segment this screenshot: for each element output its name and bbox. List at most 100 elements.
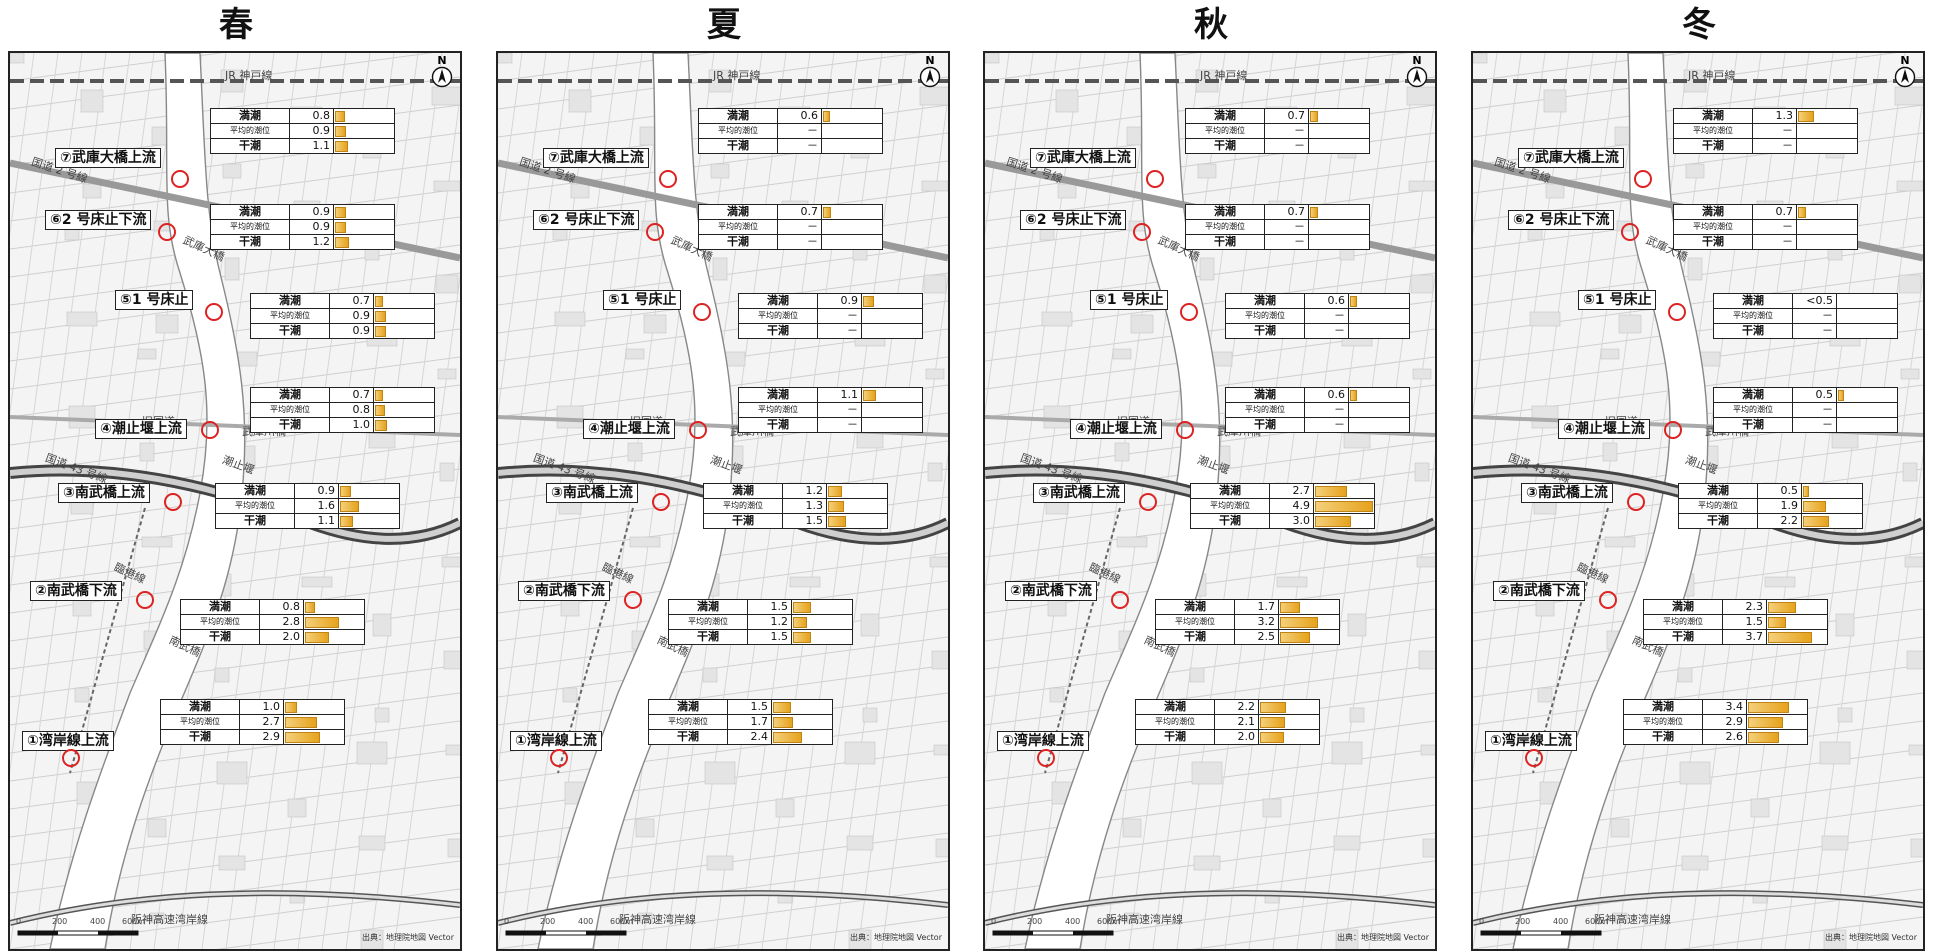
tide-value: 0.9 bbox=[329, 308, 374, 324]
tide-row: 干潮 1.5 bbox=[668, 629, 853, 645]
scale-tick: 600m bbox=[1097, 917, 1121, 926]
value-bar bbox=[1260, 731, 1284, 743]
sample-point-marker bbox=[62, 749, 80, 767]
site-label: ④潮止堰上流 bbox=[95, 419, 187, 439]
tide-label: 満潮 bbox=[648, 699, 728, 715]
sample-point-marker bbox=[1627, 493, 1645, 511]
scale-tick: 200 bbox=[1027, 917, 1043, 926]
tide-label: 平均的潮位 bbox=[1185, 123, 1265, 139]
tide-data-table: 満潮 0.7 平均的潮位－干潮－ bbox=[1185, 204, 1370, 250]
tide-value: 1.5 bbox=[1722, 614, 1767, 630]
tide-value: － bbox=[1792, 402, 1837, 418]
tide-label: 干潮 bbox=[1643, 629, 1723, 645]
tide-row: 満潮 1.7 bbox=[1155, 599, 1340, 615]
tide-row: 平均的潮位 0.8 bbox=[250, 402, 435, 418]
north-label: N bbox=[1412, 54, 1422, 67]
value-bar bbox=[1260, 701, 1287, 713]
scale-bar: 0 200 400 600m bbox=[991, 917, 1121, 943]
sample-point-marker bbox=[646, 223, 664, 241]
value-bar bbox=[1798, 110, 1814, 122]
tide-label: 干潮 bbox=[250, 323, 330, 339]
value-bar bbox=[1350, 389, 1358, 401]
tide-label: 平均的潮位 bbox=[698, 123, 778, 139]
tide-row: 満潮 1.3 bbox=[1673, 108, 1858, 124]
north-label: N bbox=[925, 54, 935, 67]
bar-cell bbox=[283, 729, 345, 745]
tide-row: 満潮 0.7 bbox=[250, 387, 435, 403]
tide-label: 満潮 bbox=[250, 387, 330, 403]
tide-row: 平均的潮位 2.1 bbox=[1135, 714, 1320, 730]
tide-value: 3.2 bbox=[1234, 614, 1279, 630]
value-bar bbox=[335, 236, 350, 248]
tide-data-table: 満潮 0.6 平均的潮位－干潮－ bbox=[698, 108, 883, 154]
tide-label: 平均的潮位 bbox=[1623, 714, 1703, 730]
scale-tick: 600m bbox=[610, 917, 634, 926]
bar-cell bbox=[771, 729, 833, 745]
site-label: ①湾岸線上流 bbox=[510, 731, 602, 751]
tide-label: 満潮 bbox=[1190, 483, 1270, 499]
tide-label: 満潮 bbox=[1673, 204, 1753, 220]
tide-row: 干潮－ bbox=[1185, 138, 1370, 154]
north-label: N bbox=[1900, 54, 1910, 67]
tide-row: 満潮 0.9 bbox=[738, 293, 923, 309]
tide-row: 満潮 0.7 bbox=[698, 204, 883, 220]
tide-data-table: 満潮 1.0 平均的潮位 2.7 干潮 2.9 bbox=[160, 699, 345, 745]
tide-row: 平均的潮位 1.2 bbox=[668, 614, 853, 630]
tide-label: 干潮 bbox=[1673, 234, 1753, 250]
tide-row: 満潮 2.2 bbox=[1135, 699, 1320, 715]
tide-label: 平均的潮位 bbox=[1678, 498, 1758, 514]
bar-cell bbox=[283, 699, 345, 715]
bar-cell bbox=[1836, 387, 1898, 403]
sample-point-marker bbox=[689, 421, 707, 439]
bar-cell bbox=[373, 323, 435, 339]
tide-value: － bbox=[1264, 219, 1309, 235]
value-bar bbox=[1748, 716, 1783, 728]
tide-value: － bbox=[1304, 402, 1349, 418]
tide-value: 0.9 bbox=[817, 293, 862, 309]
tide-value: 2.2 bbox=[1757, 513, 1802, 529]
value-bar bbox=[773, 701, 791, 713]
map-label-jr: JR 神戸線 bbox=[225, 69, 273, 82]
sample-point-marker bbox=[693, 303, 711, 321]
bar-cell bbox=[1746, 714, 1808, 730]
tide-row: 平均的潮位 1.3 bbox=[703, 498, 888, 514]
tide-value: 2.4 bbox=[727, 729, 772, 745]
sample-point-marker bbox=[164, 493, 182, 511]
tide-row: 平均的潮位－ bbox=[1185, 219, 1370, 235]
bar-cell bbox=[821, 219, 883, 235]
bar-cell bbox=[861, 402, 923, 418]
tide-value: 2.7 bbox=[1269, 483, 1314, 499]
scale-tick: 0 bbox=[1479, 917, 1485, 926]
tide-label: 干潮 bbox=[1185, 138, 1265, 154]
tide-row: 満潮 3.4 bbox=[1623, 699, 1808, 715]
tide-value: 0.8 bbox=[289, 108, 334, 124]
value-bar bbox=[340, 515, 354, 527]
tide-row: 干潮－ bbox=[1225, 323, 1410, 339]
tide-label: 干潮 bbox=[210, 234, 290, 250]
tide-row: 干潮－ bbox=[698, 234, 883, 250]
bar-cell bbox=[1796, 123, 1858, 139]
bar-cell bbox=[303, 614, 365, 630]
value-bar bbox=[1280, 601, 1301, 613]
scale-tick: 0 bbox=[16, 917, 22, 926]
bar-cell bbox=[791, 614, 853, 630]
tide-row: 干潮 3.7 bbox=[1643, 629, 1828, 645]
tide-label: 満潮 bbox=[698, 108, 778, 124]
tide-row: 干潮 1.0 bbox=[250, 417, 435, 433]
site-label: ②南武橋下流 bbox=[1493, 581, 1585, 601]
sample-point-marker bbox=[1176, 421, 1194, 439]
tide-row: 満潮 0.9 bbox=[215, 483, 400, 499]
tide-value: 2.5 bbox=[1234, 629, 1279, 645]
tide-label: 干潮 bbox=[1623, 729, 1703, 745]
bar-cell bbox=[373, 402, 435, 418]
value-bar bbox=[285, 731, 320, 743]
tide-label: 平均的潮位 bbox=[1713, 402, 1793, 418]
tide-data-table: 満潮 0.9 平均的潮位 0.9 干潮 1.2 bbox=[210, 204, 395, 250]
tide-value: － bbox=[817, 402, 862, 418]
value-bar bbox=[1280, 631, 1310, 643]
tide-data-table: 満潮 0.8 平均的潮位 2.8 干潮 2.0 bbox=[180, 599, 365, 645]
bar-cell bbox=[1746, 729, 1808, 745]
tide-label: 干潮 bbox=[160, 729, 240, 745]
